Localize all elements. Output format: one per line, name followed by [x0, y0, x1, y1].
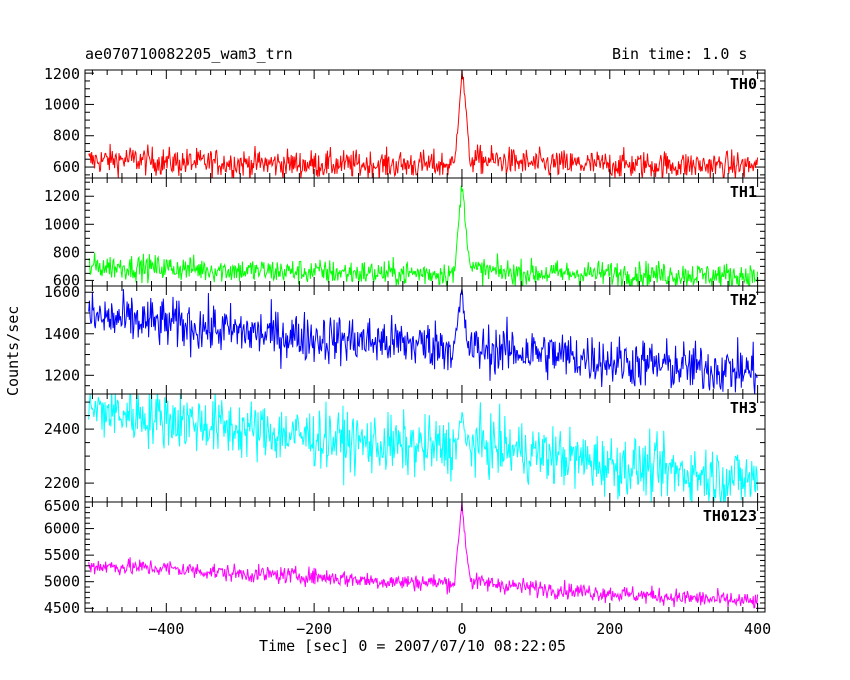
- plot-title: ae070710082205_wam3_trn: [85, 45, 293, 63]
- y-tick-label: 1200: [44, 65, 80, 83]
- x-tick-label: −200: [296, 620, 332, 638]
- series-line-th3: [88, 394, 759, 502]
- panel-label-th3: TH3: [730, 399, 757, 417]
- x-tick-label: 0: [457, 620, 466, 638]
- panel-frame-th0123: [84, 501, 766, 613]
- y-tick-label: 600: [53, 158, 80, 176]
- y-tick-label: 1200: [44, 366, 80, 384]
- x-tick-label: 200: [596, 620, 623, 638]
- y-tick-label: 1200: [44, 187, 80, 205]
- y-tick-label: 4500: [44, 599, 80, 617]
- y-tick-label: 1000: [44, 215, 80, 233]
- y-tick-label: 5000: [44, 573, 80, 591]
- y-axis-label: Counts/sec: [4, 305, 22, 396]
- series-line-th0: [88, 70, 759, 178]
- y-tick-label: 5500: [44, 546, 80, 564]
- panel-label-th0: TH0: [730, 75, 757, 93]
- bin-time-label: Bin time: 1.0 s: [612, 45, 748, 63]
- y-tick-label: 1600: [44, 283, 80, 301]
- x-axis-label: Time [sec] 0 = 2007/07/10 08:22:05: [259, 637, 567, 655]
- x-tick-label: 400: [744, 620, 771, 638]
- panel-frame-th0: [84, 69, 766, 179]
- y-tick-label: 1400: [44, 325, 80, 343]
- y-tick-label: 2200: [44, 474, 80, 492]
- panel-label-th1: TH1: [730, 183, 757, 201]
- panel-label-th2: TH2: [730, 291, 757, 309]
- y-tick-label: 600: [53, 271, 80, 289]
- y-tick-label: 1000: [44, 95, 80, 113]
- series-line-th2: [88, 288, 758, 394]
- series-line-th1: [88, 185, 759, 286]
- panel-label-th0123: TH0123: [703, 507, 757, 525]
- y-tick-label: 6000: [44, 520, 80, 538]
- x-tick-label: −400: [148, 620, 184, 638]
- series-line-th0123: [88, 502, 759, 609]
- y-tick-label: 800: [53, 243, 80, 261]
- y-tick-label: 6500: [44, 497, 80, 515]
- y-tick-label: 800: [53, 127, 80, 145]
- y-tick-label: 2400: [44, 420, 80, 438]
